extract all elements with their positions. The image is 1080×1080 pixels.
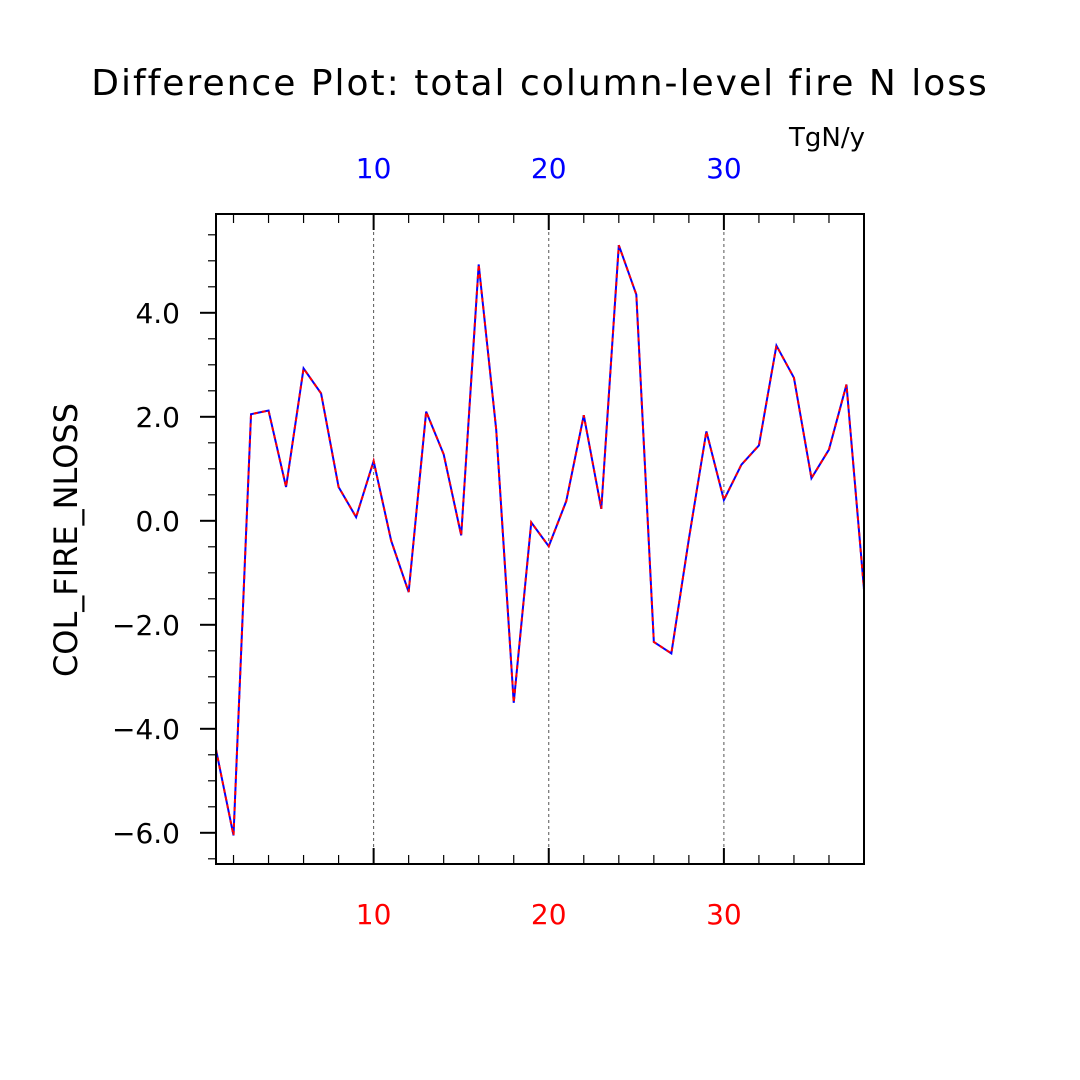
axes-layer xyxy=(200,213,865,865)
plot-frame xyxy=(215,213,865,865)
y-tick-label: 0.0 xyxy=(135,505,180,538)
chart-title: Difference Plot: total column-level fire… xyxy=(91,63,989,104)
y-tick-label: −4.0 xyxy=(112,713,180,746)
y-tick-label: 2.0 xyxy=(135,401,180,434)
series-line-solid xyxy=(215,244,865,836)
x-tick-label-bottom: 20 xyxy=(531,898,567,931)
units-label: TgN/y xyxy=(788,123,865,153)
y-tick-label: −6.0 xyxy=(112,817,180,850)
y-tick-label: 4.0 xyxy=(135,297,180,330)
series-line-dashed xyxy=(215,244,865,836)
tick-labels-layer: 10 10 20 20 30 30 4.0 2.0 0.0 −2.0 −4.0 −6.0 xyxy=(112,152,742,931)
x-tick-label-top: 20 xyxy=(531,152,567,185)
x-tick-label-bottom: 30 xyxy=(706,898,742,931)
grid-layer xyxy=(373,214,725,864)
x-tick-label-top: 10 xyxy=(356,152,392,185)
y-axis-label: COL_FIRE_NLOSS xyxy=(47,403,85,677)
series-layer xyxy=(215,244,865,836)
x-tick-label-top: 30 xyxy=(706,152,742,185)
y-tick-label: −2.0 xyxy=(112,609,180,642)
x-tick-label-bottom: 10 xyxy=(356,898,392,931)
